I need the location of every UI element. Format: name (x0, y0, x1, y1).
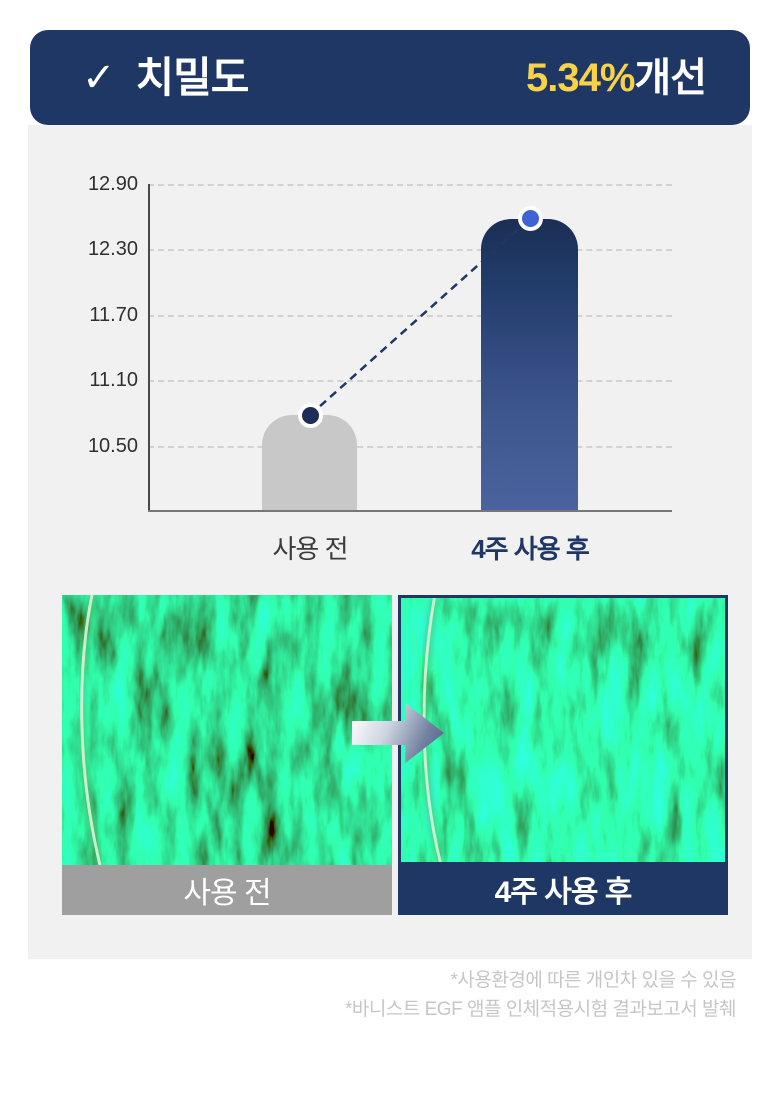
check-icon: ✓ (82, 55, 116, 100)
x-label-after: 4주 사용 후 (471, 534, 590, 564)
y-tick-label: 10.50 (87, 434, 138, 457)
section-header-banner: ✓ 치밀도 5.34%개선 (30, 30, 750, 125)
gridline (148, 314, 672, 317)
gridline (148, 380, 672, 383)
microscopy-before-image (62, 595, 392, 865)
improvement-stat: 5.34%개선 (525, 55, 707, 100)
footnotes: *사용환경에 따른 개인차 있을 수 있음 *바니스트 EGF 앰플 인체적용시… (116, 966, 736, 1024)
microscopy-after-block: 4주 사용 후 (398, 595, 728, 915)
caption-before: 사용 전 (62, 865, 392, 915)
content-card: 12.90 12.30 11.70 11.10 10.50 사용 전 4주 사용 후 (28, 125, 752, 959)
y-tick-label: 11.70 (89, 303, 138, 326)
caption-after: 4주 사용 후 (401, 862, 725, 915)
data-point-before (297, 402, 323, 428)
improvement-suffix: 개선 (634, 55, 707, 100)
gridline (148, 445, 672, 448)
y-tick-label: 12.30 (87, 238, 138, 261)
x-label-before: 사용 전 (272, 534, 349, 564)
gridline (148, 184, 672, 186)
y-tick-label: 11.10 (89, 369, 138, 392)
gridline (148, 249, 672, 252)
bar-after-4weeks (481, 218, 578, 510)
improvement-value: 5.34% (525, 55, 635, 100)
chart-y-axis-line (148, 184, 150, 510)
section-title: 치밀도 (135, 53, 250, 101)
footnote-line: *사용환경에 따른 개인차 있을 수 있음 (450, 970, 737, 991)
data-point-after (517, 206, 543, 232)
y-tick-label: 12.90 (87, 173, 138, 195)
bar-before-use (262, 415, 357, 510)
chart-x-axis-line (148, 510, 672, 512)
footnote-line: *바니스트 EGF 앰플 인체적용시험 결과보고서 발췌 (345, 999, 736, 1020)
microscopy-before-block: 사용 전 (62, 595, 392, 915)
microscopy-after-image (401, 598, 725, 862)
section-title-group: ✓ 치밀도 (82, 53, 250, 101)
